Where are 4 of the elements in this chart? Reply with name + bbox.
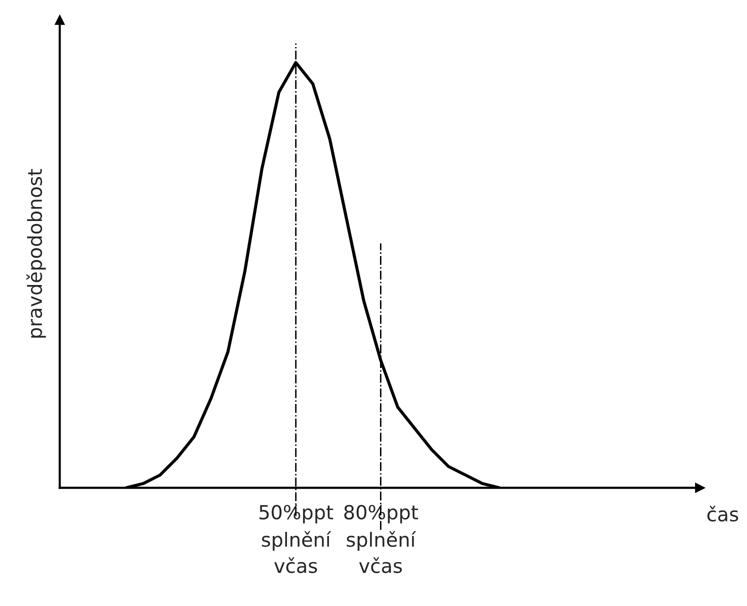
- text: čas: [707, 506, 738, 522]
- y-axis-title: pravděpodobnost: [26, 168, 46, 338]
- x-tick-label: 80%ppt splnění včas: [344, 504, 418, 574]
- x-tick-label: 50%ppt splnění včas: [260, 504, 334, 574]
